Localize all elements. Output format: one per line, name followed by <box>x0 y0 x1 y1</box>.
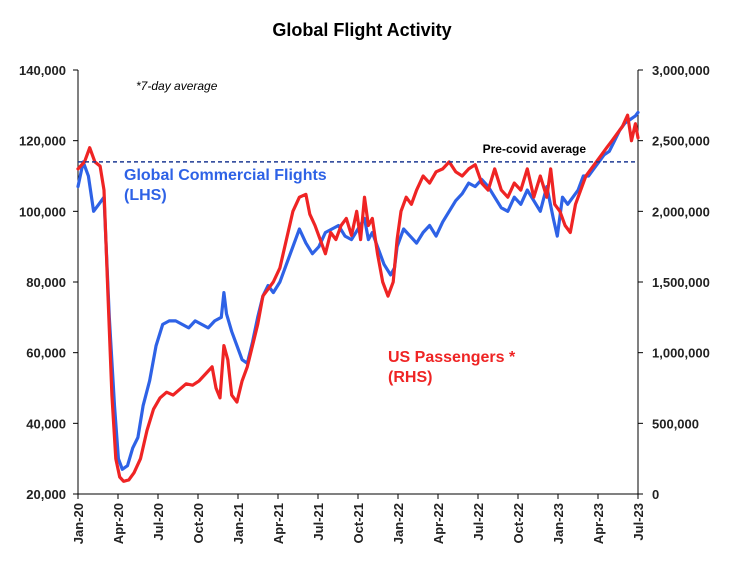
right-tick-label: 2,000,000 <box>652 204 710 219</box>
series-label-layer: Global Commercial Flights (LHS) US Passeng… <box>124 167 516 386</box>
us-passengers-label: US Passengers * <box>388 349 516 366</box>
x-tick-label: Oct-22 <box>511 503 526 543</box>
left-tick-label: 80,000 <box>26 275 66 290</box>
x-tick-label: Oct-21 <box>351 503 366 543</box>
x-tick-label: Jan-20 <box>71 503 86 544</box>
right-tick-label: 3,000,000 <box>652 63 710 78</box>
left-tick-label: 40,000 <box>26 416 66 431</box>
global-flights-label: Global Commercial Flights <box>124 167 327 184</box>
annotation-note: *7-day average <box>136 79 218 93</box>
x-tick-label: Apr-20 <box>111 503 126 544</box>
left-tick-label: 20,000 <box>26 487 66 502</box>
plot-frame <box>77 70 639 495</box>
left-axis-ticks: 20,000 40,000 60,000 80,000 100,000 120,000 14… <box>19 63 78 502</box>
left-tick-label: 140,000 <box>19 63 66 78</box>
x-tick-label: Jul-20 <box>151 503 166 541</box>
x-tick-label: Apr-22 <box>431 503 446 544</box>
us-passengers-label: (RHS) <box>388 369 432 386</box>
x-tick-label: Apr-21 <box>271 503 286 544</box>
x-tick-label: Jul-23 <box>631 503 646 541</box>
chart-title: Global Flight Activity <box>272 20 451 40</box>
x-tick-label: Jan-22 <box>391 503 406 544</box>
right-tick-label: 2,500,000 <box>652 134 710 149</box>
x-axis-ticks: Jan-20 Apr-20 Jul-20 Oct-20 Jan-21 Apr-21 Jul-… <box>71 494 646 544</box>
x-tick-label: Jul-22 <box>471 503 486 541</box>
x-tick-label: Jan-23 <box>551 503 566 544</box>
us-passengers-line <box>76 113 640 483</box>
global-flights-line <box>76 110 640 471</box>
global-flights-label: (LHS) <box>124 187 167 204</box>
x-tick-label: Jan-21 <box>231 503 246 544</box>
right-tick-label: 1,000,000 <box>652 346 710 361</box>
x-tick-label: Jul-21 <box>311 503 326 541</box>
left-tick-label: 60,000 <box>26 346 66 361</box>
left-tick-label: 100,000 <box>19 204 66 219</box>
x-tick-label: Oct-20 <box>191 503 206 543</box>
series-layer <box>76 110 640 483</box>
pre-covid-label: Pre-covid average <box>483 142 587 156</box>
right-tick-label: 500,000 <box>652 416 699 431</box>
right-tick-label: 0 <box>652 487 659 502</box>
reference-layer: Pre-covid average <box>78 142 638 163</box>
right-axis-ticks: 0 500,000 1,000,000 1,500,000 2,000,000 2,500… <box>638 63 710 502</box>
right-tick-label: 1,500,000 <box>652 275 710 290</box>
x-tick-label: Apr-23 <box>591 503 606 544</box>
left-tick-label: 120,000 <box>19 134 66 149</box>
